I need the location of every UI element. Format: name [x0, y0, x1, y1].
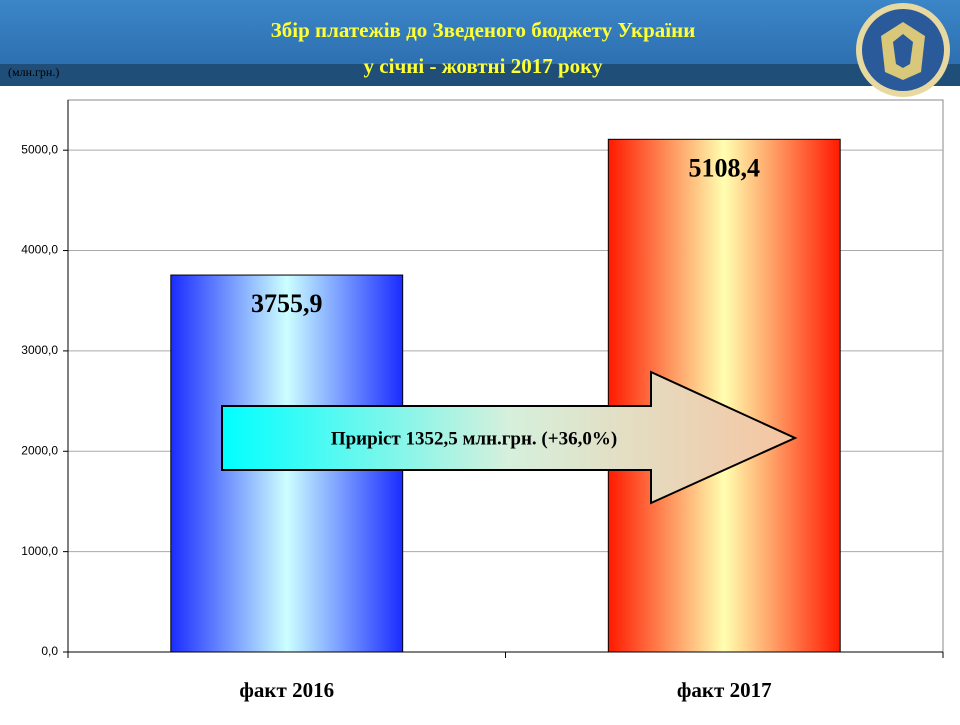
header-band: [0, 0, 960, 66]
title-line-2: у січні - жовтні 2017 року: [364, 54, 603, 78]
logo: [856, 3, 950, 97]
y-tick-label: 1000,0: [21, 544, 58, 558]
y-tick-label: 3000,0: [21, 343, 58, 357]
header-strip: [0, 64, 960, 86]
bar: [607, 138, 841, 653]
unit-label: (млн.грн.): [8, 65, 59, 79]
x-tick-label: факт 2017: [677, 678, 772, 702]
y-tick-label: 5000,0: [21, 142, 58, 156]
y-tick-label: 2000,0: [21, 443, 58, 457]
title-line-1: Збір платежів до Зведеного бюджету Украї…: [271, 18, 696, 42]
value-label: 5108,4: [689, 153, 761, 182]
annotation: Приріст 1352,5 млн.грн. (+36,0%): [331, 428, 617, 449]
x-tick-label: факт 2016: [239, 678, 334, 702]
value-label: 3755,9: [251, 289, 323, 318]
growth-arrow: Приріст 1352,5 млн.грн. (+36,0%): [221, 370, 798, 505]
y-tick-label: 4000,0: [21, 243, 58, 257]
y-tick-label: 0,0: [41, 644, 58, 658]
